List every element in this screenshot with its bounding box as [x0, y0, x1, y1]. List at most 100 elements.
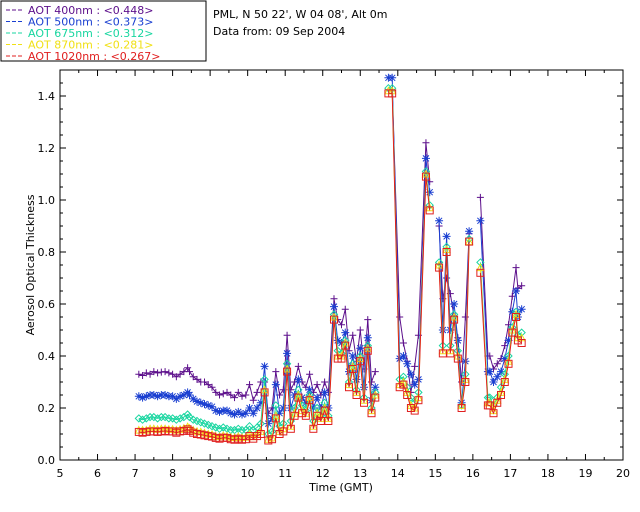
data-point — [175, 414, 185, 423]
data-point — [422, 139, 430, 147]
data-point — [176, 392, 185, 401]
data-point — [476, 263, 485, 272]
data-point — [321, 378, 329, 386]
data-point — [360, 383, 369, 392]
data-point — [352, 375, 361, 384]
x-tick-label: 5 — [57, 467, 64, 480]
data-point — [453, 336, 462, 345]
data-point — [234, 407, 243, 416]
data-point — [306, 370, 314, 378]
data-point — [388, 89, 397, 98]
date-info: Data from: 09 Sep 2004 — [213, 25, 345, 38]
data-point — [320, 406, 329, 415]
data-point — [193, 375, 201, 383]
data-point — [329, 302, 338, 311]
y-tick-label: 1.2 — [38, 142, 56, 155]
data-point — [212, 388, 220, 396]
data-point — [179, 391, 188, 399]
data-point — [406, 370, 415, 379]
data-point — [410, 380, 419, 389]
data-point — [153, 392, 162, 401]
data-point — [457, 404, 466, 412]
x-tick-label: 8 — [169, 467, 176, 480]
data-point — [500, 378, 509, 386]
data-point — [234, 388, 242, 396]
data-point — [338, 321, 345, 329]
data-point — [435, 263, 444, 272]
data-point — [450, 300, 459, 308]
data-point — [329, 315, 338, 324]
legend-entry: AOT 1020nm : <0.267> — [28, 50, 161, 63]
data-point — [435, 216, 444, 225]
x-tick-label: 7 — [132, 467, 139, 480]
x-tick-label: 13 — [353, 467, 367, 480]
data-point — [485, 367, 494, 376]
data-point — [512, 313, 521, 321]
data-point — [309, 424, 318, 433]
data-point — [272, 368, 280, 376]
data-point — [476, 193, 484, 201]
series-layer — [134, 73, 526, 445]
data-point — [157, 412, 166, 422]
legend-entry: AOT 870nm : <0.281> — [28, 39, 154, 52]
data-point — [438, 346, 448, 355]
data-point — [508, 328, 517, 337]
data-point — [414, 396, 423, 405]
data-point — [286, 424, 295, 433]
data-point — [316, 417, 325, 425]
data-point — [142, 392, 151, 401]
data-point — [294, 375, 303, 384]
data-point — [216, 391, 224, 399]
data-point — [231, 394, 239, 402]
x-tick-label: 16 — [466, 467, 480, 480]
data-point — [425, 203, 435, 212]
x-tick-label: 15 — [428, 467, 442, 480]
data-point — [260, 362, 269, 371]
data-point — [219, 390, 227, 398]
data-point — [453, 354, 462, 363]
data-point — [271, 414, 280, 423]
data-point — [344, 380, 354, 389]
data-point — [165, 369, 173, 377]
data-point — [138, 415, 147, 424]
data-point — [497, 391, 506, 399]
data-point — [238, 410, 247, 419]
data-point — [271, 380, 280, 389]
data-point — [161, 391, 170, 399]
data-point — [320, 398, 329, 408]
data-point — [320, 388, 329, 397]
y-tick-label: 1.4 — [38, 90, 56, 103]
data-point — [446, 349, 455, 358]
data-point — [275, 409, 284, 418]
data-point — [208, 383, 216, 391]
data-point — [438, 349, 447, 358]
data-point — [271, 401, 281, 410]
data-point — [410, 406, 419, 415]
series-line — [138, 298, 376, 415]
data-point — [442, 248, 451, 256]
data-point — [185, 391, 194, 399]
data-point — [172, 394, 181, 403]
x-axis-title: Time (GMT) — [308, 481, 373, 494]
data-point — [359, 395, 369, 404]
x-tick-label: 12 — [316, 467, 330, 480]
x-tick-label: 17 — [503, 467, 517, 480]
y-tick-label: 0.6 — [38, 298, 56, 311]
data-point — [253, 404, 262, 412]
data-point — [348, 365, 357, 373]
data-point — [403, 359, 412, 368]
data-point — [215, 407, 224, 416]
data-point — [196, 398, 205, 407]
data-point — [226, 409, 235, 418]
data-point — [360, 398, 369, 407]
data-point — [313, 393, 322, 402]
data-point — [364, 316, 372, 324]
data-point — [465, 237, 474, 246]
data-point — [290, 411, 299, 420]
data-point — [249, 396, 257, 404]
series-line — [438, 241, 470, 409]
data-point — [157, 368, 165, 376]
data-point — [330, 295, 338, 303]
data-point — [223, 406, 232, 415]
